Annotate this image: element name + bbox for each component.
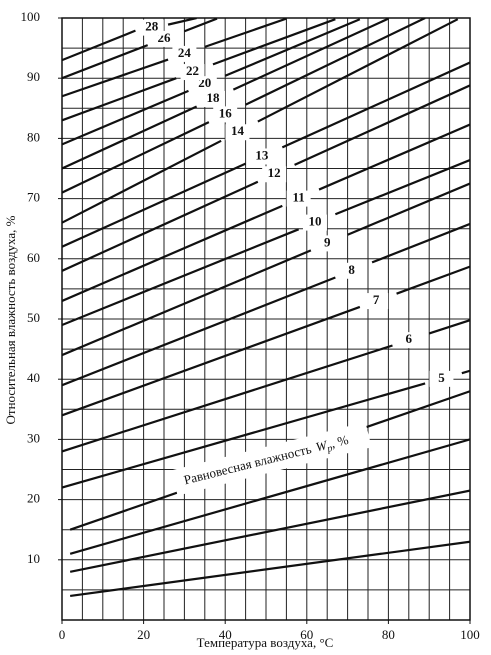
y-tick-label: 20	[27, 491, 40, 506]
curve-label: 22	[186, 63, 199, 78]
x-tick-label: 100	[460, 627, 480, 642]
label-bg	[302, 214, 327, 231]
annotation-subscript: p	[325, 443, 333, 455]
curve	[62, 265, 470, 417]
curve-label: 24	[178, 45, 192, 60]
y-tick-label: 50	[27, 310, 40, 325]
curve	[62, 18, 287, 98]
curve-label: 14	[231, 123, 245, 138]
x-tick-label: 60	[300, 627, 313, 642]
annotation-unit: , %	[329, 432, 350, 451]
x-tick-label: 80	[382, 627, 395, 642]
label-bg	[429, 370, 454, 387]
label-bg	[225, 124, 250, 141]
curve-label: 13	[255, 147, 269, 162]
curve	[62, 61, 470, 248]
curve-label: 28	[145, 19, 159, 34]
curve	[62, 18, 197, 62]
y-tick-label: 90	[27, 69, 40, 84]
label-bg	[396, 332, 421, 349]
plot-frame	[61, 17, 471, 621]
curve-label: 5	[438, 370, 445, 385]
y-tick-label: 40	[27, 370, 40, 385]
y-axis-title: Относительная влажность воздуха, %	[3, 215, 18, 424]
curve-label: 8	[348, 262, 355, 277]
curve	[69, 438, 470, 555]
label-bg	[262, 166, 287, 183]
curve	[62, 84, 470, 272]
curve-label: 11	[292, 190, 304, 205]
curve	[62, 222, 470, 387]
curve	[69, 489, 470, 573]
curve	[62, 319, 470, 453]
label-bg	[339, 262, 364, 279]
curve-label: 16	[219, 105, 233, 120]
curve	[62, 18, 426, 194]
label-bg	[286, 190, 311, 207]
curve	[70, 540, 470, 598]
curve-label: 6	[406, 331, 413, 346]
annotation-bg	[171, 421, 372, 496]
curve-label: 9	[324, 234, 331, 249]
label-bg	[315, 235, 340, 252]
y-tick-label: 60	[27, 250, 40, 265]
y-tick-label: 80	[27, 129, 40, 144]
curve	[62, 123, 470, 302]
y-tick-label: 100	[21, 9, 41, 24]
curve	[62, 18, 459, 224]
x-axis-title: Температура воздуха, °С	[197, 635, 334, 650]
annotation-symbol: W	[314, 437, 329, 454]
label-bg	[364, 293, 389, 310]
curve	[62, 159, 470, 327]
label-bg	[200, 91, 225, 108]
curve	[62, 18, 389, 170]
label-bg	[180, 64, 205, 81]
y-tick-label: 70	[27, 190, 40, 205]
x-tick-label: 0	[59, 627, 66, 642]
x-tick-label: 20	[137, 627, 150, 642]
x-tick-label: 40	[219, 627, 232, 642]
curve	[62, 369, 470, 489]
curve	[62, 182, 470, 357]
curve	[62, 18, 361, 146]
curve-label: 18	[206, 90, 220, 105]
label-bg	[213, 106, 238, 123]
label-bg	[192, 76, 217, 93]
curve	[62, 18, 336, 122]
y-tick-label: 10	[27, 551, 40, 566]
label-bg	[139, 19, 164, 36]
label-bg	[249, 148, 274, 165]
curve-label: 7	[373, 292, 380, 307]
curve	[62, 18, 218, 80]
y-tick-label: 30	[27, 430, 40, 445]
label-bg	[172, 45, 197, 62]
curve-label: 10	[308, 214, 321, 229]
curve-label: 12	[268, 165, 281, 180]
